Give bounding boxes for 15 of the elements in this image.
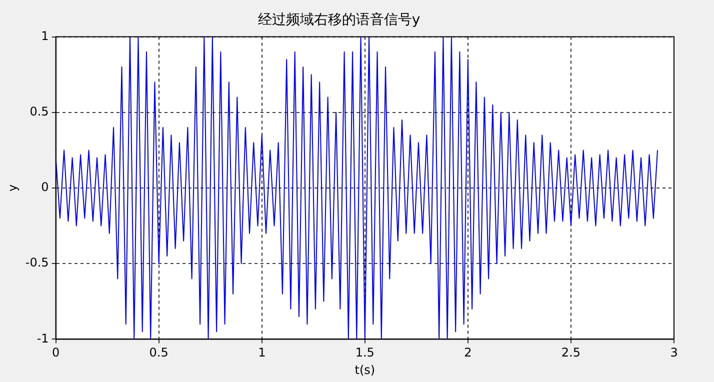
x-tick-label: 2.5 (561, 346, 581, 360)
y-tick-label: 0.5 (30, 104, 49, 119)
x-tick-label: 1.5 (355, 346, 374, 360)
y-tick-label: 0 (41, 180, 49, 194)
x-tick-label: 0.5 (149, 346, 168, 360)
x-tick-label: 2 (464, 346, 472, 360)
chart-title: 经过频域右移的语音信号y (258, 12, 420, 28)
x-tick-label: 3 (670, 346, 678, 360)
x-tick-label: 1 (258, 346, 266, 360)
y-axis-title: y (5, 184, 20, 192)
y-tick-label: -0.5 (25, 256, 49, 270)
y-tick-label: -1 (36, 331, 49, 346)
x-tick-label: 0 (52, 346, 60, 360)
x-axis-title: t(s) (354, 362, 376, 377)
y-tick-label: 1 (41, 28, 49, 43)
